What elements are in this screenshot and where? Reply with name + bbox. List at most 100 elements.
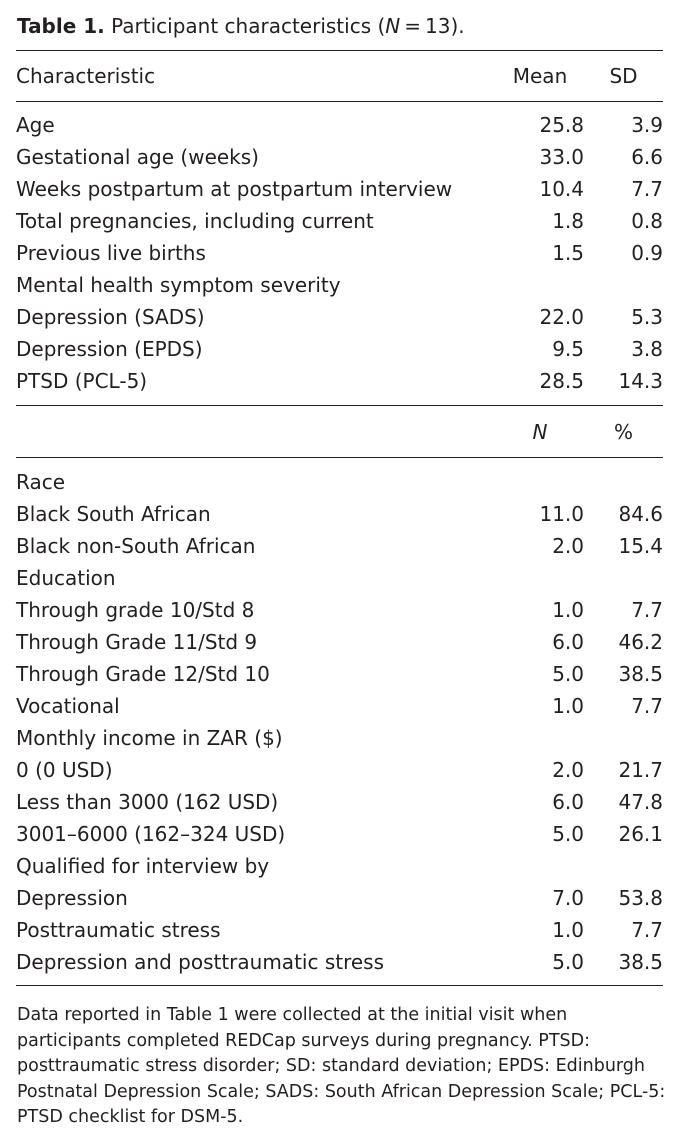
table-row: Depression and posttraumatic stress 5.0 38… xyxy=(16,946,663,978)
table-row: Through Grade 11/Std 9 6.0 46.2 xyxy=(16,626,663,658)
table-row: Age 25.8 3.9 xyxy=(16,109,663,141)
table-row: Black non-South African 2.0 15.4 xyxy=(16,530,663,562)
top-rule xyxy=(16,50,663,51)
row-label: Previous live births xyxy=(16,241,206,265)
row-sublabel: Less than 3000 (162 USD) xyxy=(16,790,279,814)
row-value-2: 7.7 xyxy=(631,694,663,718)
table-row: Less than 3000 (162 USD) 6.0 47.8 xyxy=(16,786,663,818)
row-sublabel: Depression and posttraumatic stress xyxy=(16,950,385,974)
row-value-2 xyxy=(584,562,663,594)
row-value-1: 11.0 xyxy=(539,502,584,526)
table-row: Depression 7.0 53.8 xyxy=(16,882,663,914)
table-row: Mental health symptom severity xyxy=(16,269,663,301)
table-row: 0 (0 USD) 2.0 21.7 xyxy=(16,754,663,786)
row-value-2: 38.5 xyxy=(618,662,663,686)
row-value-2: 84.6 xyxy=(618,502,663,526)
row-value-1: 5.0 xyxy=(552,662,584,686)
row-label: Gestational age (weeks) xyxy=(16,145,259,169)
row-value-2: 3.9 xyxy=(631,113,663,137)
row-sublabel: Depression (SADS) xyxy=(16,305,205,329)
table-caption: Table 1. Participant characteristics (N … xyxy=(17,12,667,40)
row-value-1: 1.8 xyxy=(552,209,584,233)
table-row: Education xyxy=(16,562,663,594)
row-label: Total pregnancies, including current xyxy=(16,209,374,233)
header-blank xyxy=(16,416,496,448)
table-row: Monthly income in ZAR ($) xyxy=(16,722,663,754)
row-value-2: 53.8 xyxy=(618,886,663,910)
row-value-1: 1.0 xyxy=(552,598,584,622)
table-row: Vocational 1.0 7.7 xyxy=(16,690,663,722)
row-sublabel: Posttraumatic stress xyxy=(16,918,221,942)
row-value-2: 14.3 xyxy=(618,369,663,393)
row-value-2: 3.8 xyxy=(631,337,663,361)
row-label: Weeks postpartum at postpartum interview xyxy=(16,177,453,201)
row-value-2: 7.7 xyxy=(631,598,663,622)
row-value-1 xyxy=(496,466,584,498)
row-value-2: 47.8 xyxy=(618,790,663,814)
row-value-1: 9.5 xyxy=(552,337,584,361)
row-label: Monthly income in ZAR ($) xyxy=(16,726,283,750)
row-value-2: 26.1 xyxy=(618,822,663,846)
row-sublabel: 0 (0 USD) xyxy=(16,758,113,782)
row-value-2: 21.7 xyxy=(618,758,663,782)
row-value-1: 6.0 xyxy=(552,630,584,654)
row-label: Qualified for interview by xyxy=(16,854,270,878)
row-value-1: 33.0 xyxy=(539,145,584,169)
row-sublabel: Through grade 10/Std 8 xyxy=(16,598,255,622)
row-value-1 xyxy=(496,269,584,301)
row-label: Mental health symptom severity xyxy=(16,273,341,297)
table-row: Previous live births 1.5 0.9 xyxy=(16,237,663,269)
row-value-1: 2.0 xyxy=(552,758,584,782)
table-row: Posttraumatic stress 1.0 7.7 xyxy=(16,914,663,946)
row-value-2: 0.8 xyxy=(631,209,663,233)
header-sd: SD xyxy=(609,64,638,88)
row-sublabel: Black South African xyxy=(16,502,211,526)
row-label: Race xyxy=(16,470,66,494)
table-row: Race xyxy=(16,466,663,498)
continuous-table-body: Age 25.8 3.9 Gestational age (weeks) 33.0 6.6… xyxy=(16,109,663,397)
row-sublabel: Depression (EPDS) xyxy=(16,337,203,361)
row-value-2: 6.6 xyxy=(631,145,663,169)
categorical-table-body: Race Black South African 11.0 84.6 Black non… xyxy=(16,466,663,978)
row-label: Age xyxy=(16,113,55,137)
row-value-1 xyxy=(496,722,584,754)
categorical-table: Race Black South African 11.0 84.6 Black non… xyxy=(16,466,663,978)
row-value-2: 38.5 xyxy=(618,950,663,974)
header-n: N xyxy=(532,420,548,444)
continuous-table: Age 25.8 3.9 Gestational age (weeks) 33.0 6.6… xyxy=(16,109,663,397)
row-value-1: 1.0 xyxy=(552,918,584,942)
header-table-1: Characteristic Mean SD xyxy=(16,60,663,92)
table-row: Through grade 10/Std 8 1.0 7.7 xyxy=(16,594,663,626)
bottom-rule xyxy=(16,985,663,986)
header-rule-1 xyxy=(16,101,663,102)
table-row: Qualified for interview by xyxy=(16,850,663,882)
row-value-2: 46.2 xyxy=(618,630,663,654)
caption-text-before: Participant characteristics ( xyxy=(111,14,386,38)
row-value-2: 7.7 xyxy=(631,177,663,201)
row-value-1: 10.4 xyxy=(539,177,584,201)
table-row: PTSD (PCL-5) 28.5 14.3 xyxy=(16,365,663,397)
row-sublabel: Black non-South African xyxy=(16,534,256,558)
row-sublabel: Vocational xyxy=(16,694,120,718)
row-value-2: 7.7 xyxy=(631,918,663,942)
row-value-1: 6.0 xyxy=(552,790,584,814)
header-mean: Mean xyxy=(512,64,568,88)
table-row: Depression (SADS) 22.0 5.3 xyxy=(16,301,663,333)
row-value-1: 1.0 xyxy=(552,694,584,718)
row-value-2 xyxy=(584,850,663,882)
table-row: Total pregnancies, including current 1.8 0… xyxy=(16,205,663,237)
header-percent: % xyxy=(613,420,633,444)
row-sublabel: Depression xyxy=(16,886,128,910)
row-value-2: 15.4 xyxy=(618,534,663,558)
row-value-1: 25.8 xyxy=(539,113,584,137)
table-row: Weeks postpartum at postpartum interview… xyxy=(16,173,663,205)
row-value-1: 2.0 xyxy=(552,534,584,558)
row-value-2 xyxy=(584,722,663,754)
table-row: Depression (EPDS) 9.5 3.8 xyxy=(16,333,663,365)
row-value-2: 0.9 xyxy=(631,241,663,265)
row-sublabel: Through Grade 12/Std 10 xyxy=(16,662,270,686)
row-sublabel: PTSD (PCL-5) xyxy=(16,369,148,393)
row-value-2: 5.3 xyxy=(631,305,663,329)
row-value-1 xyxy=(496,562,584,594)
